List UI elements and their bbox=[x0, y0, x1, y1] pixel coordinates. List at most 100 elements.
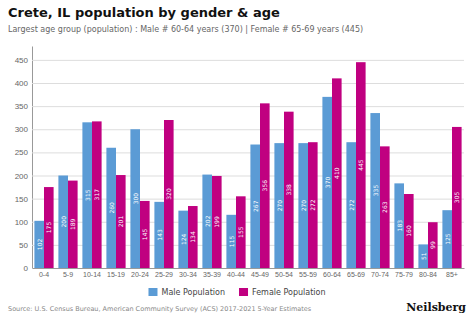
chart: Crete, IL population by gender & age Larg… bbox=[0, 0, 474, 316]
x-tick: 65-69 bbox=[347, 268, 365, 278]
y-tick: 350 bbox=[15, 102, 464, 111]
data-label: 320 bbox=[165, 188, 172, 200]
bar bbox=[308, 142, 318, 268]
x-tick-label: 55-59 bbox=[299, 271, 317, 278]
bar bbox=[164, 120, 174, 268]
bar bbox=[188, 206, 198, 268]
y-tick-label: 0 bbox=[24, 264, 29, 273]
bar bbox=[68, 181, 78, 268]
data-label: 338 bbox=[285, 184, 292, 196]
data-label: 305 bbox=[453, 192, 460, 204]
grid-line bbox=[32, 60, 464, 61]
y-tick-label: 450 bbox=[15, 56, 29, 65]
x-tick-label: 35-39 bbox=[203, 271, 221, 278]
x-tick-label: 30-34 bbox=[179, 271, 197, 278]
legend: Male Population Female Population bbox=[148, 288, 325, 297]
x-tick-label: 50-54 bbox=[275, 271, 293, 278]
x-tick-label: 15-19 bbox=[107, 271, 125, 278]
x-tick-label: 40-44 bbox=[227, 271, 245, 278]
plot: 0501001502002503003504004500-45-910-1415… bbox=[15, 47, 465, 278]
bar bbox=[274, 143, 284, 268]
bar bbox=[236, 196, 246, 268]
data-label: 370 bbox=[324, 177, 331, 189]
data-label: 410 bbox=[333, 167, 340, 179]
x-tick: 70-74 bbox=[371, 268, 389, 278]
bar bbox=[58, 176, 68, 269]
bar bbox=[322, 97, 332, 268]
x-tick: 25-29 bbox=[155, 268, 173, 278]
data-label: 317 bbox=[93, 189, 100, 201]
y-tick-label: 300 bbox=[15, 125, 29, 134]
legend-item: Male Population bbox=[148, 288, 225, 297]
grid-line bbox=[32, 106, 464, 107]
x-tick-label: 45-49 bbox=[251, 271, 269, 278]
x-tick-label: 60-64 bbox=[323, 271, 341, 278]
bar bbox=[82, 122, 92, 268]
title: Crete, IL population by gender & age bbox=[8, 5, 280, 20]
y-tick-label: 400 bbox=[15, 79, 29, 88]
data-label: 145 bbox=[141, 229, 148, 241]
x-axis: 0-4 5-9 10-14 15-19 20-24 25-29 30-34 35-39 40-4… bbox=[33, 268, 465, 278]
data-label: 125 bbox=[444, 233, 451, 245]
data-label: 134 bbox=[189, 231, 196, 243]
y-tick: 450 bbox=[15, 56, 464, 65]
y-axis-line bbox=[32, 47, 33, 269]
data-label: 335 bbox=[372, 185, 379, 197]
x-tick-label: 85+ bbox=[446, 271, 458, 278]
bar bbox=[418, 244, 428, 268]
source: Source: U.S. Census Bureau, American Com… bbox=[8, 305, 312, 313]
data-label: 115 bbox=[228, 235, 235, 247]
data-label: 124 bbox=[180, 233, 187, 245]
x-tick-label: 20-24 bbox=[131, 271, 149, 278]
y-tick-label: 100 bbox=[15, 218, 29, 227]
y-tick-label: 200 bbox=[15, 172, 29, 181]
bar bbox=[346, 142, 356, 268]
data-label: 260 bbox=[108, 202, 115, 214]
bar bbox=[356, 62, 366, 268]
x-tick-label: 10-14 bbox=[83, 271, 101, 278]
x-tick: 0-4 bbox=[39, 268, 49, 278]
bar bbox=[284, 112, 294, 268]
bar bbox=[428, 222, 438, 268]
y-tick: 200 bbox=[15, 172, 464, 181]
bar bbox=[154, 202, 164, 268]
data-label: 155 bbox=[237, 226, 244, 238]
bar bbox=[34, 221, 44, 268]
x-tick: 45-49 bbox=[251, 268, 269, 278]
data-label: 102 bbox=[36, 239, 43, 251]
data-label: 51 bbox=[420, 252, 427, 260]
legend-item: Female Population bbox=[239, 288, 326, 297]
grid-line bbox=[32, 83, 464, 84]
data-label: 300 bbox=[132, 193, 139, 205]
x-tick-label: 25-29 bbox=[155, 271, 173, 278]
legend-label: Male Population bbox=[161, 288, 225, 297]
data-label: 315 bbox=[84, 189, 91, 201]
subtitle: Largest age group (population) : Male # … bbox=[8, 25, 363, 34]
y-tick-label: 350 bbox=[15, 102, 29, 111]
legend-label: Female Population bbox=[252, 288, 326, 297]
x-axis-line bbox=[33, 268, 465, 269]
x-tick-label: 5-9 bbox=[63, 271, 73, 278]
bar bbox=[250, 145, 260, 268]
data-label: 183 bbox=[396, 220, 403, 232]
data-label: 202 bbox=[204, 215, 211, 227]
y-tick: 250 bbox=[15, 148, 464, 157]
bar-series bbox=[44, 62, 462, 268]
data-label: 199 bbox=[213, 216, 220, 228]
branding: Neilsberg bbox=[406, 301, 466, 314]
data-label: 272 bbox=[309, 199, 316, 211]
y-tick: 300 bbox=[15, 125, 464, 134]
bar bbox=[370, 113, 380, 268]
legend-swatch bbox=[148, 288, 157, 296]
x-tick: 10-14 bbox=[83, 268, 101, 278]
data-label: 270 bbox=[276, 200, 283, 212]
bar bbox=[92, 121, 102, 268]
bar bbox=[130, 129, 140, 268]
x-tick: 50-54 bbox=[275, 268, 293, 278]
x-tick: 5-9 bbox=[63, 268, 73, 278]
data-label: 175 bbox=[45, 222, 52, 234]
data-label: 267 bbox=[252, 200, 259, 212]
data-label: 143 bbox=[156, 229, 163, 241]
bar bbox=[44, 187, 54, 268]
bar bbox=[394, 183, 404, 268]
